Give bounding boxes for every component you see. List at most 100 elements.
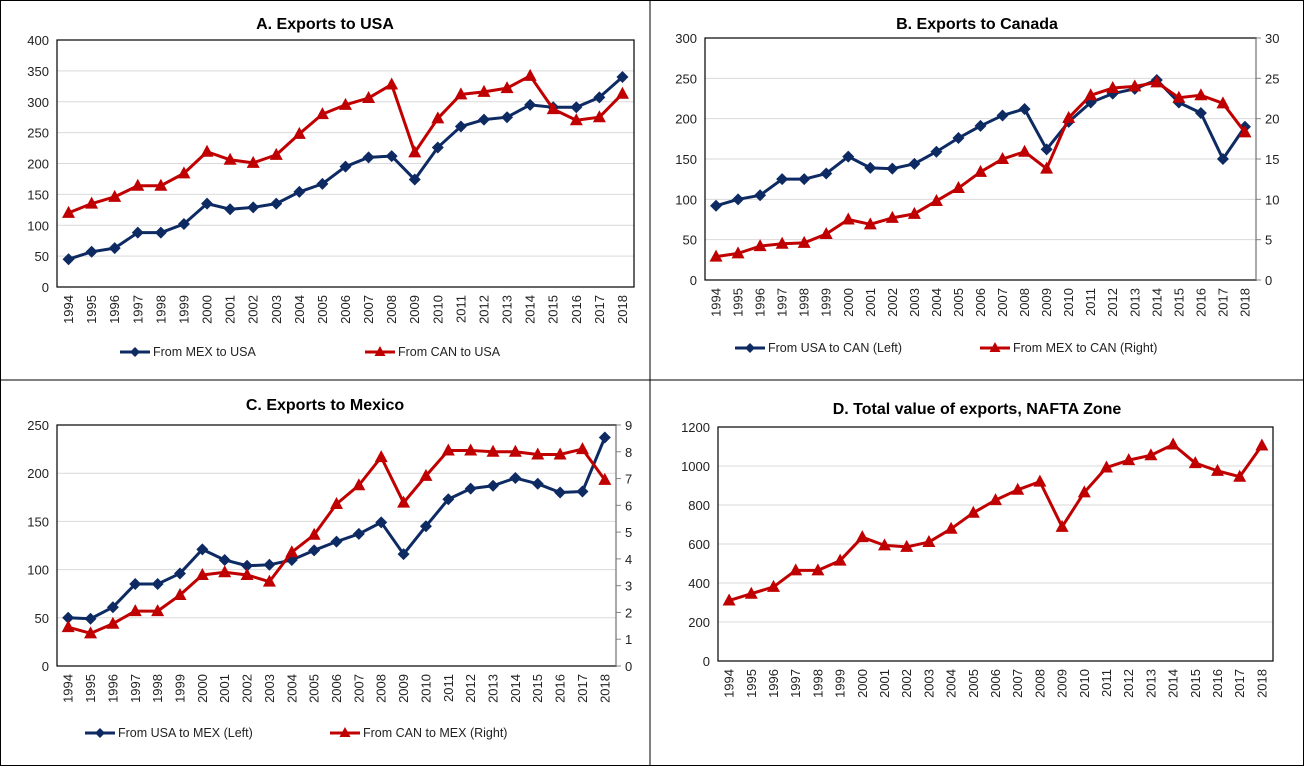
data-point-triangle [775, 236, 789, 249]
data-point-triangle [108, 189, 122, 202]
plot-area [56, 39, 635, 288]
data-point-triangle [855, 530, 869, 543]
data-point-diamond [84, 612, 97, 625]
y2-tick-label: 9 [625, 418, 632, 433]
data-point-triangle [200, 144, 214, 157]
data-point-triangle [454, 87, 468, 100]
x-tick-label: 2017 [592, 295, 607, 324]
y-tick-label: 350 [27, 64, 49, 79]
y-tick-label: 300 [27, 95, 49, 110]
x-tick-label: 2002 [240, 674, 255, 703]
legend-marker-diamond [745, 343, 755, 353]
x-tick-label: 2012 [1121, 669, 1136, 698]
data-point-triangle [789, 563, 803, 576]
x-tick-label: 2001 [217, 674, 232, 703]
data-point-diamond [732, 193, 745, 206]
y-tick-label: 100 [27, 218, 49, 233]
data-point-triangle [269, 147, 283, 160]
x-tick-label: 2015 [1171, 288, 1186, 317]
x-tick-label: 2000 [195, 674, 210, 703]
data-point-triangle [841, 212, 855, 225]
x-tick-label: 2001 [877, 669, 892, 698]
y-tick-label: 200 [27, 466, 49, 481]
y-tick-label: 150 [27, 514, 49, 529]
data-point-triangle [575, 442, 589, 455]
data-point-diamond [842, 150, 855, 163]
y2-tick-label: 7 [625, 472, 632, 487]
x-tick-label: 2017 [1215, 288, 1230, 317]
x-tick-label: 2016 [569, 295, 584, 324]
data-point-triangle [131, 178, 145, 191]
data-point-triangle [598, 472, 612, 485]
x-tick-label: 2004 [929, 288, 944, 317]
x-tick-label: 2012 [1105, 288, 1120, 317]
data-point-triangle [1018, 144, 1032, 157]
x-tick-label: 2006 [329, 674, 344, 703]
data-point-triangle [878, 538, 891, 551]
data-point-triangle [486, 444, 500, 457]
data-point-triangle [1077, 485, 1091, 498]
y-tick-label: 200 [675, 112, 697, 127]
data-point-triangle [569, 113, 583, 126]
data-point-triangle [374, 450, 388, 463]
x-tick-label: 2006 [973, 288, 988, 317]
data-point-triangle [1216, 96, 1230, 109]
x-tick-label: 1999 [819, 288, 834, 317]
data-point-diamond [308, 544, 321, 557]
x-tick-label: 1995 [84, 295, 99, 324]
data-point-triangle [1084, 88, 1098, 101]
data-point-diamond [62, 611, 75, 624]
data-point-triangle [731, 246, 745, 259]
legend-label: From MEX to CAN (Right) [1013, 341, 1157, 355]
data-point-diamond [218, 553, 231, 566]
data-point-diamond [576, 485, 589, 498]
x-tick-label: 2017 [1232, 669, 1247, 698]
data-point-triangle [1188, 456, 1202, 469]
x-tick-label: 2011 [1083, 288, 1098, 316]
data-point-diamond [501, 111, 514, 124]
data-point-triangle [1033, 474, 1047, 487]
data-point-diamond [820, 167, 833, 180]
x-tick-label: 2018 [597, 674, 612, 703]
x-tick-label: 2016 [1210, 669, 1225, 698]
data-point-triangle [500, 81, 514, 94]
data-point-triangle [833, 553, 847, 566]
data-point-triangle [900, 539, 914, 552]
data-point-diamond [293, 185, 306, 198]
panel-c-exports-to-mexico: C. Exports to Mexico 0 50 100 150 200 250 0 1 2 3 4… [27, 397, 632, 740]
data-point-triangle [767, 579, 780, 592]
x-tick-label: 2009 [1055, 669, 1070, 698]
data-point-triangle [61, 620, 75, 633]
x-tick-label: 2007 [1010, 669, 1025, 698]
x-tick-label: 1994 [722, 669, 737, 698]
x-tick-label: 1998 [797, 288, 812, 317]
y2-tick-label: 5 [1265, 233, 1272, 248]
data-point-diamond [754, 189, 767, 202]
x-tick-label: 1999 [176, 295, 191, 324]
data-point-triangle [531, 447, 545, 460]
x-tick-label: 2012 [476, 295, 491, 324]
x-tick-label: 1997 [130, 295, 145, 324]
x-tick-label: 2015 [530, 674, 545, 703]
data-point-triangle [195, 567, 209, 580]
data-point-triangle [307, 527, 321, 540]
x-tick-label: 2010 [1061, 288, 1076, 317]
y-tick-label: 1000 [681, 459, 710, 474]
data-point-diamond [85, 245, 98, 258]
y-tick-label: 100 [675, 192, 697, 207]
x-tick-label: 2004 [284, 674, 299, 703]
data-point-triangle [128, 604, 142, 617]
data-point-diamond [173, 567, 186, 580]
y-tick-label: 50 [35, 611, 49, 626]
y-tick-label: 200 [27, 157, 49, 172]
data-point-triangle [1194, 88, 1208, 101]
x-tick-label: 1996 [107, 295, 122, 324]
data-point-diamond [930, 145, 943, 158]
y-tick-label: 100 [27, 563, 49, 578]
x-tick-label: 2014 [1149, 288, 1164, 317]
x-tick-label: 1995 [731, 288, 746, 317]
data-point-diamond [952, 132, 965, 145]
x-tick-label: 1997 [128, 674, 143, 703]
